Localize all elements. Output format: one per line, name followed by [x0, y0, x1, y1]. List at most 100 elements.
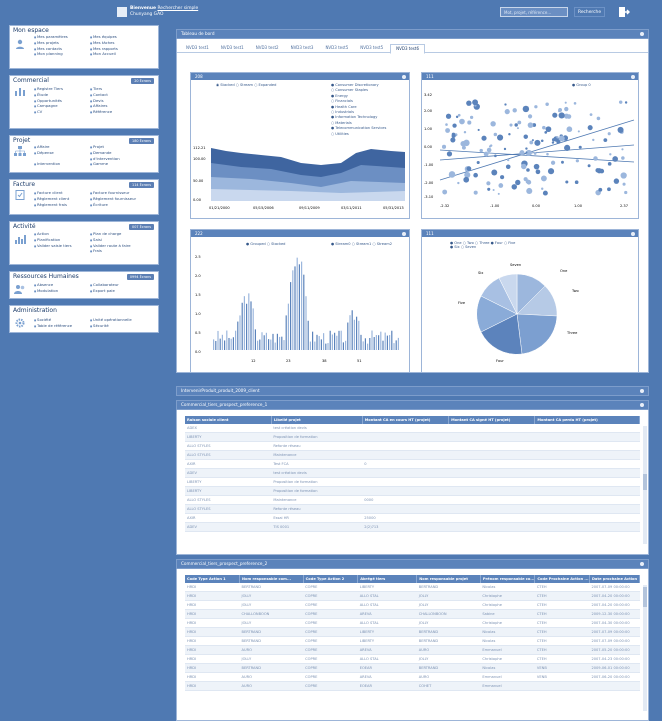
collapsed-panel-header[interactable]: IntervenirProduit_produit_2009_client [176, 386, 649, 396]
table-row[interactable]: LIBERTY Proposition de formation [185, 477, 640, 487]
table1-scrollbar[interactable] [643, 426, 647, 544]
user-link[interactable]: Rechercher simple [157, 6, 199, 11]
column-header[interactable]: Libellé projet [271, 416, 363, 424]
table-row[interactable]: HRDI CHALLONBOON COPRE AREVA CHALLONBOON Sabi… [185, 609, 640, 619]
table1-header[interactable]: Commercial_tiers_prospect_preference_1 [176, 400, 649, 410]
tab-nvd3-6[interactable]: NVD3 test5 [360, 45, 384, 50]
table-row[interactable]: HRDI BERTRAND COPRE LIBERTY BERTRAND Nicolas C… [185, 627, 640, 637]
mon-espace-links-1[interactable]: Mes paramètresMes projetsMes contactsMon… [34, 34, 68, 58]
table-row[interactable]: HRDI BERTRAND COPRE EOEAR BERTRAND Nicolas VEN… [185, 663, 640, 673]
column-header[interactable]: Nom responsable com... [239, 575, 304, 583]
scatter-legend[interactable]: ● Group 0 [572, 83, 591, 87]
table-row[interactable]: LIBERTY Proposition de formation [185, 486, 640, 496]
table2-scrollbar[interactable] [643, 585, 647, 711]
dashboard-header[interactable]: Tableau de bord [176, 29, 649, 39]
table-row[interactable]: HRDI AURO COPRE AREVA AURO Emmanuel CTEH 2007-0… [185, 645, 640, 655]
table-row[interactable]: ADEV test création devis [185, 468, 640, 478]
column-header[interactable]: Prénom responsable co... [480, 575, 536, 583]
rh-links-2[interactable]: CollaborateurExport paie [90, 282, 119, 295]
bar [276, 333, 278, 350]
table-row[interactable]: ALLO STYLES Refonte réseau [185, 504, 640, 514]
screens-badge[interactable]: 0994 Écrans [126, 274, 154, 280]
tab-nvd3-2[interactable]: NVD3 test1 [220, 45, 244, 50]
facture-links-1[interactable]: Facture clientRèglement clientRèglement … [34, 190, 69, 208]
tab-nvd3-3[interactable]: NVD3 test2 [255, 45, 279, 50]
table-row[interactable]: ALLO STYLES Maintenance 0000 [185, 495, 640, 505]
column-header[interactable]: Montant CA perdu HT (projet) [534, 416, 640, 424]
bar [351, 310, 353, 350]
table-row[interactable]: LIBERTY Proposition de formation [185, 432, 640, 442]
admin-links-2[interactable]: Unité opérationnelleSécurité [90, 317, 132, 330]
activite-links-1[interactable]: ActionPlanificationValider saisie tiers [34, 231, 72, 249]
table-cell: Refonte réseau [271, 504, 363, 514]
table-row[interactable]: HRDI AURO COPRE EOEAR COHET Emmanuel [185, 681, 640, 691]
column-header[interactable]: Date prochaine Action [589, 575, 641, 583]
toggle-icon[interactable] [640, 402, 644, 407]
table-cell: Refonte réseau [271, 441, 363, 451]
bar-mode-legend[interactable]: ● Grouped ○ Stacked [246, 242, 286, 246]
gear-icon [15, 318, 25, 328]
module-title: Mon espace [13, 27, 49, 34]
table-row[interactable]: HRDI JOLLY COPRE ALLO STAL JOLLY Christophe CT… [185, 618, 640, 628]
tab-nvd3-7[interactable]: NVD3 test6 [390, 44, 426, 54]
column-header[interactable]: Raison sociale client [185, 416, 272, 424]
search-input[interactable]: Mot, projet, référence... [500, 7, 568, 17]
column-header[interactable]: Montant CA en cours HT (projet) [362, 416, 450, 424]
projet-links-1[interactable]: AffaireDépense.Intervention [34, 144, 60, 168]
table-row[interactable]: ADEV TIS 0001 2(2)713 [185, 522, 640, 532]
table-row[interactable]: ADEX test création devis [185, 424, 640, 433]
table-row[interactable]: HRDI JOLLY COPRE ALLO STAL JOLLY Christophe CT… [185, 600, 640, 610]
column-header[interactable]: Code Prochaine Action ... [534, 575, 590, 583]
activite-links-2[interactable]: Plan de chargeSaisiValider route à faire… [90, 231, 131, 255]
table-row[interactable]: AXIR Essai HR 25000 [185, 513, 640, 523]
column-header[interactable]: Nom responsable projet [416, 575, 481, 583]
scatter-point [487, 187, 491, 191]
stream-legend[interactable]: ● Stream0 ○ Stream1 ○ Stream2 [331, 242, 393, 246]
scatter-point [463, 176, 470, 183]
column-header[interactable]: Abrégé tiers [357, 575, 418, 583]
tab-nvd3-1[interactable]: NVD3 test1 [186, 45, 209, 50]
toggle-icon[interactable] [640, 31, 644, 36]
table-row[interactable]: HRDI BERTRAND COPRE LIBERTY BERTRAND Nicolas C… [185, 583, 640, 592]
facture-links-2[interactable]: Facture fournisseurRèglement fournisseur… [90, 190, 136, 208]
logout-icon[interactable] [618, 6, 630, 18]
table-row[interactable]: ALLO STYLES Maintenance [185, 450, 640, 460]
table-cell: Emmanuel [480, 645, 535, 655]
chart-mode-legend[interactable]: ◉ Stacked ○ Stream ○ Expanded [216, 83, 277, 87]
commercial-links-1[interactable]: Registre TiersÉtudeOpportunitésCampagneC… [34, 86, 63, 116]
pie-legend[interactable]: ● One ○ Two ○ Three ● Four ○ Five ● Six ○… [450, 241, 516, 249]
projet-links-2[interactable]: ProjetDemanded'interventionGamme [90, 144, 120, 168]
table-cell: ALLO STYLES [185, 441, 272, 451]
commercial-links-2[interactable]: TiersContactDevisAffairesRéférence [90, 86, 112, 116]
scatter-point [448, 171, 456, 178]
column-header[interactable]: Code Type Action 1 [185, 575, 241, 583]
table2-header[interactable]: Commercial_tiers_prospect_preference_2 [176, 559, 649, 569]
series-legend[interactable]: ● Consumer Discretionary ○ Consumer Stapl… [331, 83, 387, 136]
screens-badge[interactable]: 114 Écrans [129, 182, 154, 188]
table-row[interactable]: HRDI JOLLY COPRE ALLO STAL JOLLY Christophe CT… [185, 654, 640, 664]
column-header[interactable]: Montant CA signé HT (projet) [448, 416, 536, 424]
table-row[interactable]: AXIR Test FCA 0 [185, 459, 640, 469]
pie-label: Four [496, 359, 504, 363]
column-header[interactable]: Code Type Action 2 [303, 575, 359, 583]
table-row[interactable]: HRDI JOLLY COPRE ALLO STAL JOLLY Christophe CT… [185, 591, 640, 601]
tab-nvd3-5[interactable]: NVD3 test5 [325, 45, 349, 50]
table-cell: AURO [239, 681, 304, 691]
mon-espace-links-2[interactable]: Mes équipesMes tâchesMes rapportsMon Acc… [90, 34, 118, 58]
toggle-icon[interactable] [640, 388, 644, 393]
pie-label: One [560, 269, 568, 273]
admin-links-1[interactable]: SociétéTable de référence [34, 317, 72, 330]
table-cell: test création devis [271, 424, 363, 433]
screens-badge[interactable]: 180 Écrans [129, 138, 154, 144]
table-row[interactable]: HRDI BERTRAND COPRE LIBERTY BERTRAND Nicolas C… [185, 636, 640, 646]
table-row[interactable]: HRDI AURO COPRE AREVA AURO Emmanuel VENB 2007-0… [185, 672, 640, 682]
screens-badge[interactable]: 007 Écrans [129, 224, 154, 230]
table-cell: CTEH [534, 636, 590, 646]
rh-links-1[interactable]: AbsenceModulation [34, 282, 58, 295]
table-row[interactable]: ALLO STYLES Refonte réseau [185, 441, 640, 451]
tab-nvd3-4[interactable]: NVD3 test3 [290, 45, 314, 50]
search-button[interactable]: Recherche [574, 7, 605, 17]
screens-badge[interactable]: 20 Écrans [131, 78, 154, 84]
table-cell: CTEH [534, 591, 590, 601]
toggle-icon[interactable] [640, 561, 644, 566]
